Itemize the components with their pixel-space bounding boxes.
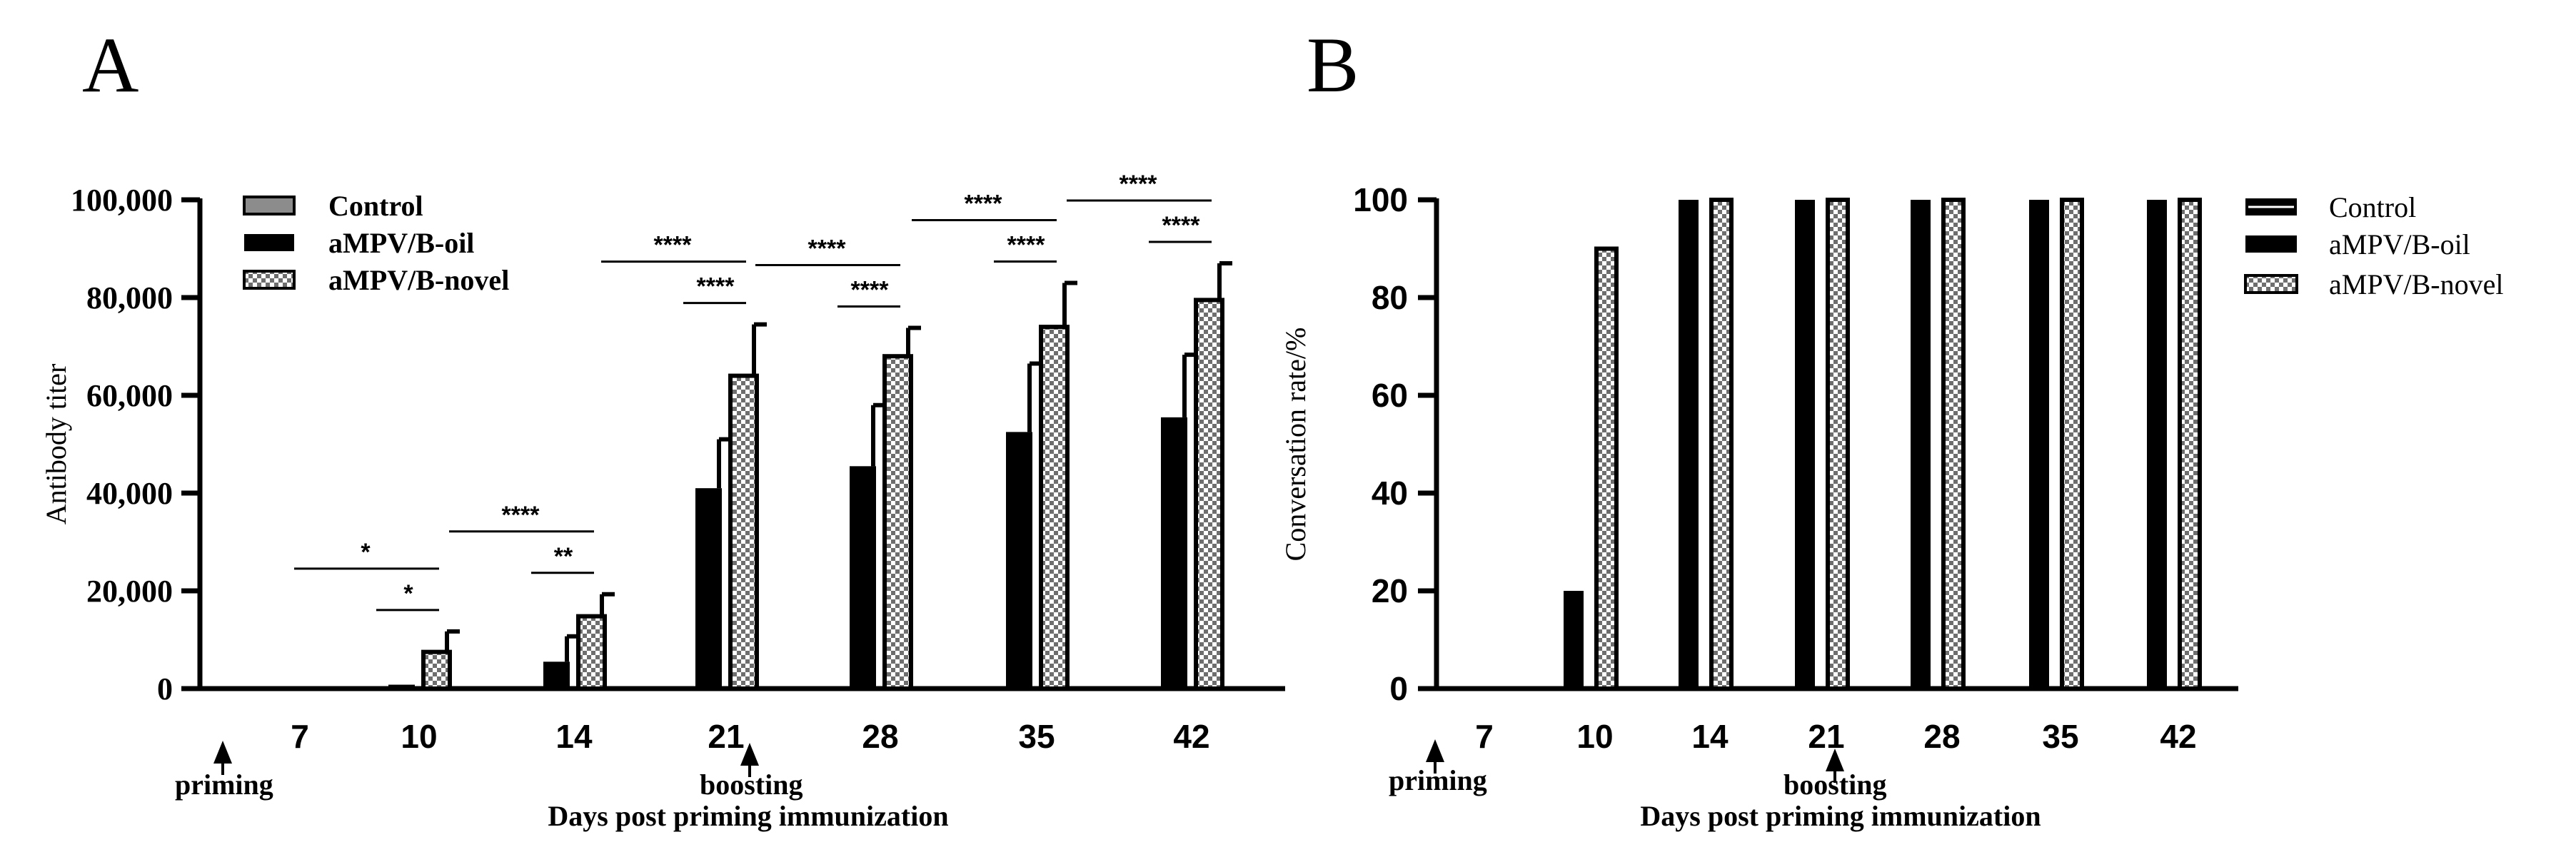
x-tick-label: 28: [862, 718, 898, 755]
bar-aMPV-B-novel: [1941, 198, 1966, 691]
x-tick-label: 21: [708, 718, 744, 755]
annotation-priming: priming: [175, 769, 273, 801]
bar-aMPV-B-novel: [728, 373, 759, 691]
x-tick-label: 14: [1691, 718, 1729, 755]
legend-swatch-novel: [2244, 274, 2298, 294]
arrow-head: [1426, 739, 1444, 762]
legend-swatch-oil: [244, 234, 294, 251]
y-tick-label: 100: [1353, 181, 1408, 218]
significance-stars-vs-control: ****: [1120, 171, 1158, 198]
legend-label: Control: [328, 190, 423, 222]
panel-b-label: B: [1307, 21, 1359, 108]
bar-aMPV-B-novel: [1594, 246, 1619, 691]
bar-aMPV-B-novel: [576, 614, 607, 691]
x-axis-label: Days post priming immunization: [548, 800, 948, 832]
x-tick-label: 7: [1475, 718, 1494, 755]
arrow-head: [213, 741, 232, 764]
x-tick-label: 35: [1018, 718, 1055, 755]
significance-stars-vs-oil: **: [554, 543, 573, 570]
significance-stars-vs-oil: ****: [1007, 231, 1046, 258]
y-tick-label: 20,000: [86, 574, 173, 609]
x-tick-label: 10: [401, 718, 437, 755]
annotation-boosting: boosting: [1783, 769, 1887, 801]
significance-stars-vs-oil: ****: [697, 273, 735, 300]
y-axis-label: Antibody titer: [40, 364, 72, 525]
bar-aMPV-B-oil: [543, 661, 570, 689]
bar-aMPV-B-novel: [2178, 198, 2202, 691]
bar-aMPV-B-novel: [882, 354, 913, 691]
legend-swatch-novel: [243, 270, 296, 290]
bar-aMPV-B-oil: [1911, 200, 1931, 689]
significance-stars-vs-oil: ****: [851, 276, 890, 303]
significance-stars-vs-control: ****: [654, 232, 693, 259]
panel-a-label: A: [82, 21, 139, 108]
significance-stars-vs-control: *: [361, 539, 371, 566]
x-tick-label: 35: [2042, 718, 2078, 755]
bar-aMPV-B-oil: [850, 466, 876, 689]
bar-aMPV-B-novel: [1709, 198, 1734, 691]
x-tick-label: 7: [291, 718, 309, 755]
x-axis-label: Days post priming immunization: [1640, 800, 2041, 832]
legend-label: aMPV/B-novel: [2329, 268, 2503, 300]
bar-aMPV-B-novel: [1826, 198, 1850, 691]
significance-stars-vs-oil: ****: [1162, 212, 1201, 239]
annotation-boosting: boosting: [700, 769, 803, 801]
x-tick-label: 14: [555, 718, 593, 755]
arrow-head: [1826, 749, 1844, 771]
bar-aMPV-B-oil: [2147, 200, 2167, 689]
x-tick-label: 21: [1808, 718, 1844, 755]
legend-label: Control: [2329, 191, 2416, 223]
y-tick-label: 40,000: [86, 476, 173, 511]
bar-aMPV-B-oil: [1679, 200, 1699, 689]
y-tick-label: 20: [1372, 572, 1408, 609]
y-tick-label: 100,000: [71, 183, 173, 218]
bar-aMPV-B-oil: [1161, 417, 1187, 689]
legend-label: aMPV/B-oil: [2329, 228, 2470, 260]
bar-aMPV-B-novel: [421, 649, 452, 691]
legend-label: aMPV/B-novel: [328, 264, 509, 296]
legend-label: aMPV/B-oil: [328, 227, 474, 259]
x-tick-label: 28: [1923, 718, 1960, 755]
bar-aMPV-B-novel: [1039, 325, 1070, 691]
legend-swatch-oil: [2245, 235, 2297, 253]
y-tick-label: 40: [1372, 475, 1408, 512]
x-tick-label: 10: [1576, 718, 1613, 755]
y-tick-label: 60: [1372, 377, 1408, 414]
bar-aMPV-B-oil: [695, 488, 722, 689]
bar-aMPV-B-oil: [1795, 200, 1815, 689]
panel-a-chart: 0 20,000 40,000 60,000 80,000 100,000 7 10 14 21 2…: [40, 171, 1285, 832]
significance-stars-vs-control: ****: [965, 190, 1003, 217]
bar-aMPV-B-oil: [1006, 432, 1032, 689]
x-tick-label: 42: [2160, 718, 2196, 755]
bar-aMPV-B-oil: [1564, 591, 1584, 689]
y-axis-label: Conversation rate/%: [1279, 328, 1312, 562]
arrow-head: [740, 743, 759, 766]
x-tick-label: 42: [1173, 718, 1209, 755]
y-tick-label: 0: [1389, 670, 1408, 707]
significance-stars-vs-control: ****: [502, 502, 540, 529]
bar-aMPV-B-novel: [1194, 298, 1224, 691]
bar-aMPV-B-oil: [2029, 200, 2049, 689]
y-tick-label: 60,000: [86, 378, 173, 413]
y-tick-label: 80: [1372, 279, 1408, 316]
significance-stars-vs-oil: *: [403, 580, 413, 607]
panel-b-chart: 0 20 40 60 80 100 7 10 14 21 28 35 42 Conversation ra…: [1279, 181, 2503, 832]
bar-aMPV-B-oil: [388, 684, 415, 689]
legend-swatch-control: [243, 196, 296, 216]
y-tick-label: 80,000: [86, 280, 173, 315]
y-tick-label: 0: [157, 671, 173, 706]
annotation-priming: priming: [1389, 764, 1487, 796]
significance-stars-vs-control: ****: [808, 235, 847, 262]
bar-aMPV-B-novel: [2060, 198, 2084, 691]
